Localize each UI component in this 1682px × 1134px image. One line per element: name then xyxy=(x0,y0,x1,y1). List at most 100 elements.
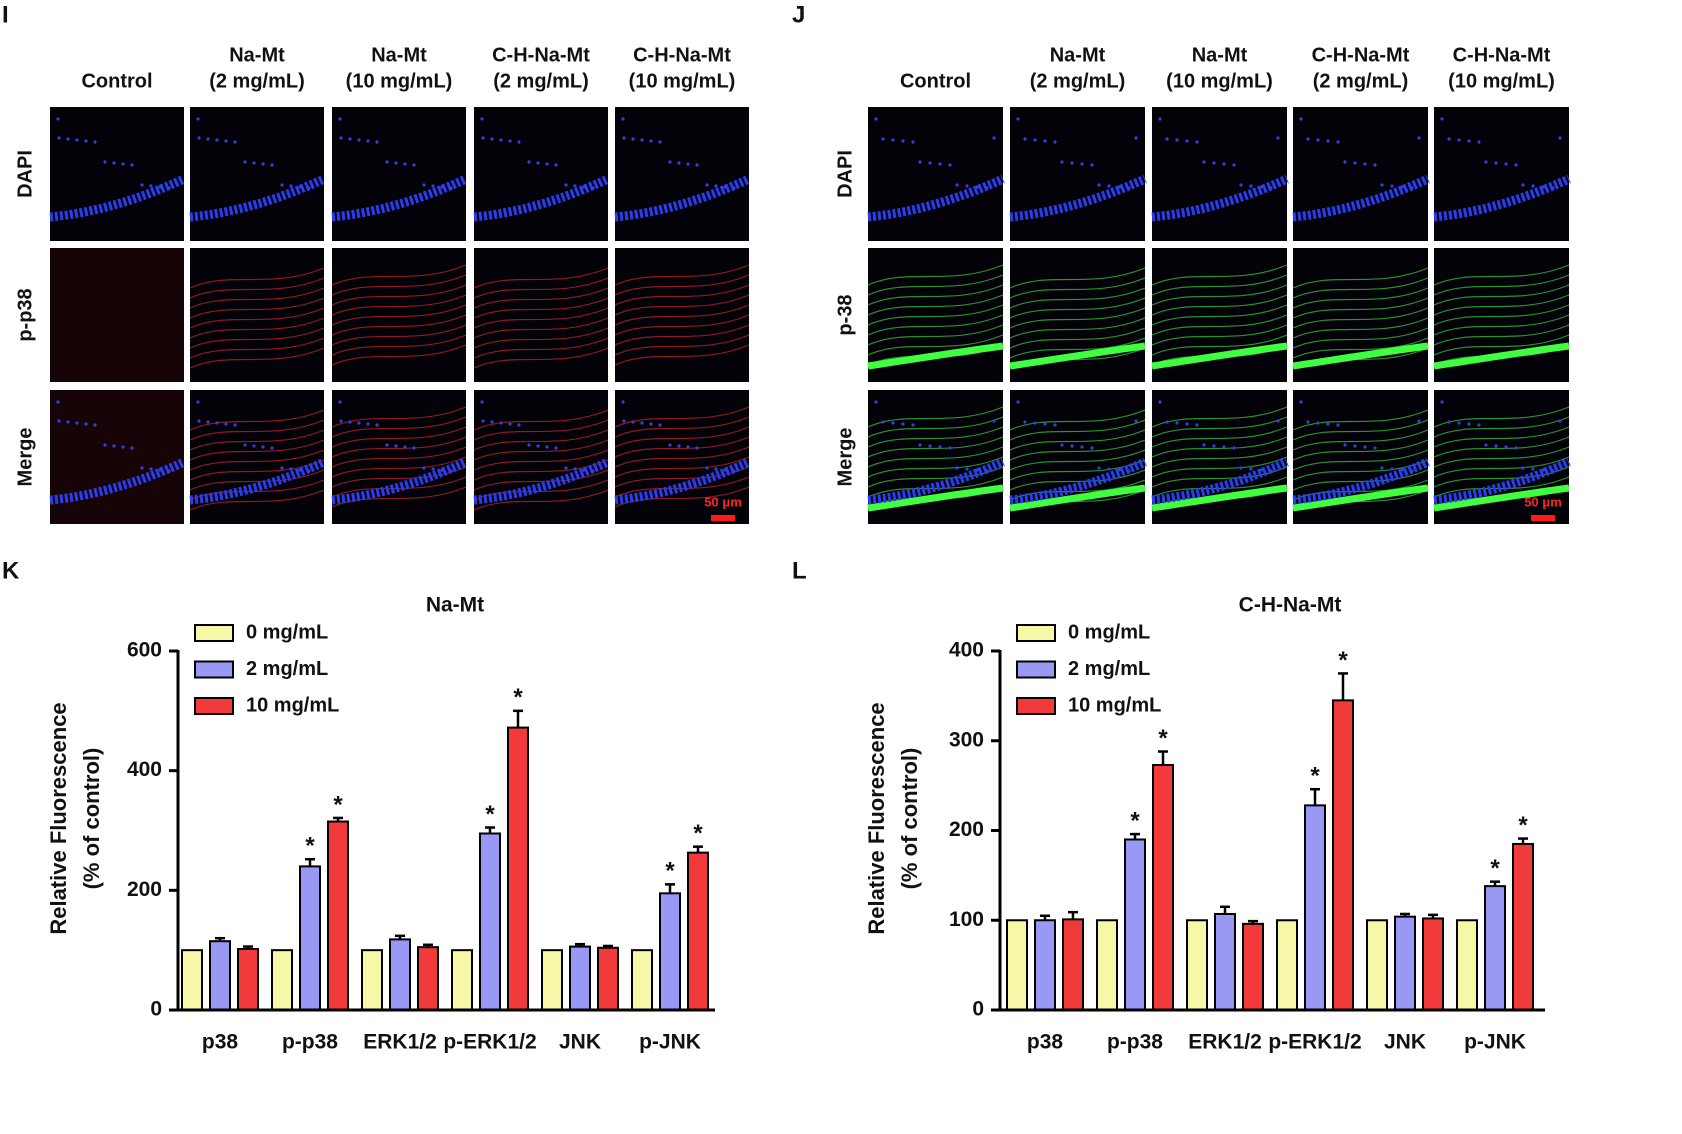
fiber xyxy=(1151,334,1288,356)
fiber xyxy=(1151,416,1288,438)
fiber xyxy=(1433,274,1570,296)
nucleus xyxy=(1494,444,1498,448)
fiber xyxy=(614,476,750,498)
nucleus xyxy=(1504,162,1508,166)
nuclei-band xyxy=(189,457,326,505)
nucleus xyxy=(1023,420,1027,424)
fiber xyxy=(331,314,467,336)
fiber xyxy=(1009,307,1146,329)
legend-swatch xyxy=(1016,624,1056,642)
nucleus xyxy=(1222,445,1226,449)
nucleus xyxy=(1175,138,1179,142)
nucleus xyxy=(1202,443,1206,447)
nucleus xyxy=(233,423,237,427)
nucleus xyxy=(1531,184,1535,188)
significance-marker: * xyxy=(1158,725,1168,752)
fiber xyxy=(331,456,467,478)
row-label: DAPI xyxy=(14,150,36,198)
nucleus xyxy=(149,467,153,471)
fiber xyxy=(1151,314,1288,336)
nucleus xyxy=(158,468,162,472)
fiber xyxy=(1292,277,1429,299)
nucleus xyxy=(1158,117,1162,121)
nucleus xyxy=(1185,422,1189,426)
nucleus xyxy=(554,446,558,450)
column-label: (2 mg/mL) xyxy=(1030,70,1126,92)
nuclei-band xyxy=(49,457,186,505)
y-tick-label: 0 xyxy=(150,998,162,1021)
bar xyxy=(181,949,203,1012)
bar xyxy=(659,892,681,1012)
x-tick-label: ERK1/2 xyxy=(1188,1031,1262,1054)
fiber xyxy=(1009,409,1146,431)
significance-marker: * xyxy=(665,858,675,885)
nucleus xyxy=(564,466,568,470)
nucleus xyxy=(1259,185,1263,189)
nucleus xyxy=(197,136,201,140)
nucleus xyxy=(1551,469,1555,473)
nucleus xyxy=(545,162,549,166)
nucleus xyxy=(975,468,979,472)
nucleus xyxy=(1558,419,1562,423)
fiber xyxy=(867,304,1004,326)
bar xyxy=(1124,838,1146,1011)
fiber xyxy=(1292,469,1429,491)
significance-marker: * xyxy=(1338,647,1348,674)
nucleus xyxy=(1043,422,1047,426)
fiber xyxy=(1292,419,1429,441)
fiber xyxy=(473,439,609,461)
bar xyxy=(1214,912,1236,1012)
nucleus xyxy=(339,419,343,423)
nucleus xyxy=(649,422,653,426)
micrograph xyxy=(50,107,184,241)
nuclei-band xyxy=(331,174,468,222)
nucleus xyxy=(1232,163,1236,167)
nucleus xyxy=(440,185,444,189)
nucleus xyxy=(112,161,116,165)
fiber xyxy=(867,274,1004,296)
nuclei-band xyxy=(1151,457,1289,505)
fiber xyxy=(331,446,467,468)
fiber xyxy=(1151,304,1288,326)
micrograph xyxy=(474,107,608,241)
nucleus xyxy=(1060,160,1064,164)
nucleus xyxy=(1212,161,1216,165)
bar xyxy=(1304,804,1326,1011)
nucleus xyxy=(668,443,672,447)
bar xyxy=(271,949,293,1012)
fiber-edge xyxy=(1009,484,1146,512)
faint-signal xyxy=(50,390,184,524)
fiber xyxy=(331,304,467,326)
nucleus xyxy=(1185,139,1189,143)
nucleus xyxy=(881,137,885,141)
y-tick-label: 400 xyxy=(127,758,162,781)
nucleus xyxy=(1043,139,1047,143)
nucleus xyxy=(554,163,558,167)
nucleus xyxy=(658,423,662,427)
nucleus xyxy=(1551,186,1555,190)
nucleus xyxy=(1353,444,1357,448)
x-tick-label: p38 xyxy=(1027,1031,1064,1054)
fiber xyxy=(189,297,325,319)
faint-signal xyxy=(50,248,184,382)
x-tick-label: p38 xyxy=(202,1031,239,1054)
fiber xyxy=(1151,324,1288,346)
nucleus xyxy=(591,186,595,190)
nucleus xyxy=(1326,422,1330,426)
nucleus xyxy=(1521,466,1525,470)
fiber xyxy=(1433,304,1570,326)
nucleus xyxy=(1343,443,1347,447)
nucleus xyxy=(1259,468,1263,472)
row-label: p-38 xyxy=(834,294,856,335)
column-label: Na-Mt xyxy=(229,44,285,66)
nucleus xyxy=(422,183,426,187)
column-label: C-H-Na-Mt xyxy=(492,44,590,66)
nucleus xyxy=(298,185,302,189)
nucleus xyxy=(1373,163,1377,167)
nucleus xyxy=(1276,136,1280,140)
nucleus xyxy=(1134,419,1138,423)
fiber xyxy=(189,317,325,339)
nucleus xyxy=(57,419,61,423)
y-axis-label: (% of control) xyxy=(897,748,922,890)
